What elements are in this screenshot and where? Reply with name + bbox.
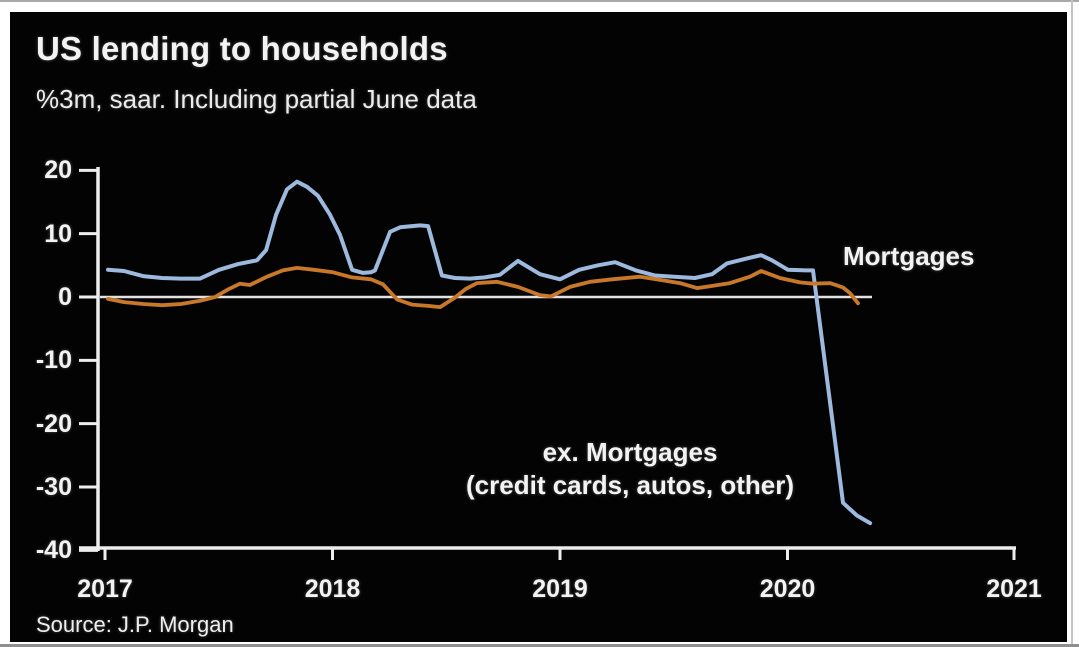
y-axis-tick-label: -20 — [35, 409, 72, 438]
series-label-mortgages: Mortgages — [843, 241, 975, 271]
series-line-ex-mortgages — [106, 179, 873, 526]
y-axis-tick-label: 0 — [58, 283, 72, 311]
series-label-ex-mortgages-line2: (credit cards, autos, other) — [466, 470, 794, 500]
x-axis-tick-label: 2018 — [304, 575, 361, 603]
y-axis-tick-label: -10 — [35, 346, 72, 375]
series-label-ex-mortgages-line1: ex. Mortgages — [542, 437, 718, 467]
y-axis-tick-label: 20 — [44, 156, 72, 185]
page-title: US lending to households — [36, 30, 448, 67]
page-edge-bottom — [0, 644, 1079, 647]
x-axis-tick-label: 2017 — [77, 575, 133, 603]
x-axis-tick-label: 2019 — [532, 575, 588, 603]
y-axis-tick-label: -40 — [35, 536, 72, 565]
page-edge-top — [0, 0, 1079, 2]
series-line-mortgages — [106, 265, 860, 310]
x-axis-tick-label: 2020 — [759, 575, 816, 603]
series-label-ex-mortgages: ex. Mortgages (credit cards, autos, othe… — [415, 436, 845, 502]
y-axis-tick-label: -30 — [35, 472, 72, 501]
x-axis-tick-label: 2021 — [986, 575, 1042, 603]
source-note: Source: J.P. Morgan — [36, 612, 234, 637]
page-edge-right — [1071, 0, 1073, 647]
chart-subtitle: %3m, saar. Including partial June data — [36, 84, 477, 114]
y-axis-tick-label: 10 — [44, 219, 72, 248]
chart-panel-background — [10, 12, 1067, 642]
